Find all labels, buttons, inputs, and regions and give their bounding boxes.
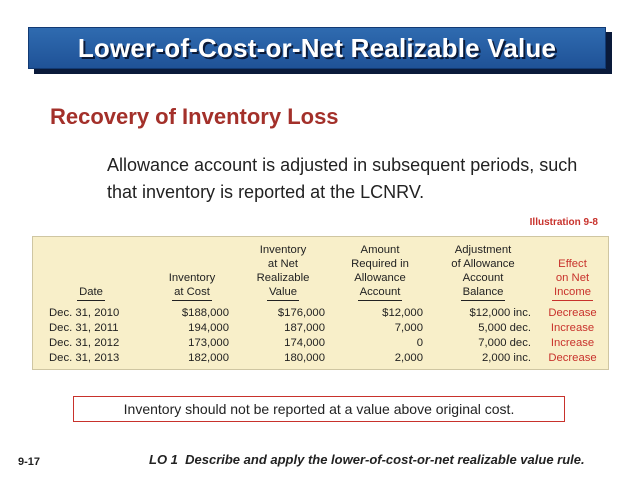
header-line: at Net (267, 258, 299, 270)
cell-required: $12,000 (382, 307, 423, 319)
table-row: Dec. 31, 2013 182,000 180,000 2,000 2,00… (33, 351, 608, 366)
header-line: of Allowance (451, 258, 515, 270)
header-line: Amount (360, 244, 400, 256)
header-line: on Net (555, 272, 590, 284)
cell-nrv: 180,000 (284, 352, 325, 364)
header-date: Date (33, 237, 149, 303)
cell-required: 0 (416, 337, 423, 349)
cell-cost: 182,000 (188, 352, 229, 364)
table-row: Dec. 31, 2011 194,000 187,000 7,000 5,00… (33, 321, 608, 336)
cell-date: Dec. 31, 2011 (49, 322, 119, 334)
note-box: Inventory should not be reported at a va… (73, 396, 565, 422)
cell-effect: Decrease (548, 307, 597, 319)
header-inventory-nrv: Inventory at Net Realizable Value (235, 237, 331, 303)
header-line: Income (553, 286, 592, 298)
cell-adjustment: 7,000 dec. (478, 337, 531, 349)
header-line: Inventory (259, 244, 307, 256)
body-paragraph: Allowance account is adjusted in subsequ… (107, 155, 578, 202)
table-row: Dec. 31, 2012 173,000 174,000 0 7,000 de… (33, 336, 608, 351)
cell-required: 7,000 (394, 322, 423, 334)
inventory-table: Date Inventory at Cost Inventory at Net … (33, 237, 608, 366)
header-effect: Effect on Net Income (537, 237, 608, 303)
illustration-label: Illustration 9-8 (529, 217, 598, 228)
header-line: Required in (351, 258, 409, 270)
cell-nrv: 187,000 (284, 322, 325, 334)
cell-date: Dec. 31, 2012 (49, 337, 120, 349)
cell-adjustment: $12,000 inc. (469, 307, 531, 319)
header-line: Realizable (256, 272, 310, 284)
cell-cost: 173,000 (188, 337, 229, 349)
table-row: Dec. 31, 2010 $188,000 $176,000 $12,000 … (33, 303, 608, 321)
title-bar: Lower-of-Cost-or-Net Realizable Value (28, 27, 606, 69)
header-line: Adjustment (454, 244, 512, 256)
header-line: Account (359, 286, 401, 298)
header-line: Date (79, 286, 103, 298)
header-amount-required: Amount Required in Allowance Account (331, 237, 429, 303)
header-line: at Cost (174, 286, 210, 298)
header-line: Account (462, 272, 504, 284)
cell-cost: $188,000 (181, 307, 229, 319)
inventory-table-panel: Date Inventory at Cost Inventory at Net … (32, 236, 609, 370)
slide-subtitle: Recovery of Inventory Loss (50, 104, 339, 129)
header-line: Value (268, 286, 298, 298)
cell-date: Dec. 31, 2010 (49, 307, 120, 319)
header-adjustment: Adjustment of Allowance Account Balance (429, 237, 537, 303)
cell-nrv: $176,000 (277, 307, 325, 319)
cell-effect: Increase (550, 322, 595, 334)
cell-adjustment: 5,000 dec. (478, 322, 531, 334)
cell-adjustment: 2,000 inc. (482, 352, 531, 364)
cell-date: Dec. 31, 2013 (49, 352, 120, 364)
cell-effect: Decrease (548, 352, 597, 364)
note-text: Inventory should not be reported at a va… (123, 401, 515, 417)
cell-cost: 194,000 (188, 322, 229, 334)
cell-nrv: 174,000 (284, 337, 325, 349)
header-inventory-cost: Inventory at Cost (149, 237, 235, 303)
header-line: Allowance (354, 272, 406, 284)
table-header-row: Date Inventory at Cost Inventory at Net … (33, 237, 608, 303)
slide-title: Lower-of-Cost-or-Net Realizable Value (77, 32, 557, 63)
header-line: Effect (558, 258, 587, 270)
page-number: 9-17 (18, 456, 41, 468)
cell-required: 2,000 (394, 352, 423, 364)
cell-effect: Increase (550, 337, 595, 349)
header-line: Inventory (168, 272, 216, 284)
header-line: Balance (462, 286, 504, 298)
learning-objective: LO 1 Describe and apply the lower-of-cos… (149, 452, 585, 467)
